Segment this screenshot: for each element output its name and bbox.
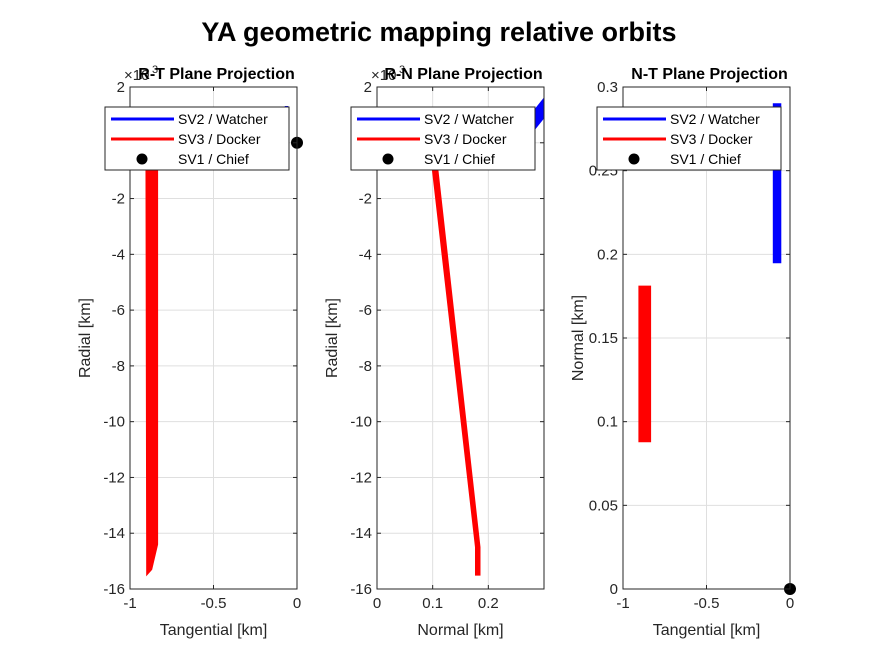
- legend-swatch-marker: [628, 153, 640, 165]
- x-tick-label: -0.5: [201, 595, 227, 612]
- y-tick-label: -12: [350, 469, 372, 486]
- legend: SV2 / Watcher SV3 / Docker SV1 / Chief: [596, 106, 782, 171]
- y-exponent-power: 3: [399, 64, 405, 76]
- y-tick-label: -2: [359, 191, 372, 208]
- y-tick-label: -6: [359, 302, 372, 319]
- legend: SV2 / Watcher SV3 / Docker SV1 / Chief: [350, 106, 536, 171]
- y-tick-label: -4: [112, 246, 125, 263]
- legend: SV2 / Watcher SV3 / Docker SV1 / Chief: [104, 106, 290, 171]
- y-exponent-label: ×10: [124, 67, 149, 84]
- y-tick-label: -16: [103, 581, 125, 598]
- y-tick-label: -10: [350, 414, 372, 431]
- legend-label: SV3 / Docker: [178, 131, 261, 147]
- x-tick-label: 0: [293, 595, 301, 612]
- x-tick-label: 0.1: [422, 595, 443, 612]
- subplot-title: R-T Plane Projection: [138, 66, 294, 83]
- legend-swatch-marker: [136, 153, 148, 165]
- axes-background: [377, 87, 544, 589]
- x-axis-label: Tangential [km]: [160, 622, 268, 639]
- legend-label: SV3 / Docker: [670, 131, 753, 147]
- legend-label: SV1 / Chief: [178, 151, 249, 167]
- y-tick-label: 0.05: [589, 497, 618, 514]
- series-docker-trajectory: [638, 285, 652, 443]
- x-axis-label: Tangential [km]: [653, 622, 761, 639]
- figure-title: YA geometric mapping relative orbits: [201, 17, 676, 47]
- x-tick-label: -1: [616, 595, 629, 612]
- legend-label: SV1 / Chief: [424, 151, 495, 167]
- y-tick-label: -12: [103, 469, 125, 486]
- y-tick-label: 0.15: [589, 330, 618, 347]
- legend-label: SV2 / Watcher: [424, 111, 514, 127]
- axes-box: [376, 86, 545, 590]
- x-tick-label: -0.5: [694, 595, 720, 612]
- x-tick-label: 0.2: [478, 595, 499, 612]
- y-tick-label: 0.1: [597, 414, 618, 431]
- y-tick-label: -4: [359, 246, 372, 263]
- x-tick-label: 0: [786, 595, 794, 612]
- y-tick-label: -14: [350, 525, 372, 542]
- subplot-nt: -1 -0.5 000.050.10.150.20.250.3N-T Plane P…: [570, 66, 796, 639]
- subplot-title: N-T Plane Projection: [631, 66, 787, 83]
- y-tick-label: -6: [112, 302, 125, 319]
- legend-label: SV2 / Watcher: [670, 111, 760, 127]
- legend-label: SV3 / Docker: [424, 131, 507, 147]
- y-tick-label: 0.3: [597, 79, 618, 96]
- legend-swatch-marker: [382, 153, 394, 165]
- y-tick-label: -8: [359, 358, 372, 375]
- y-tick-label: 0.2: [597, 246, 618, 263]
- legend-label: SV2 / Watcher: [178, 111, 268, 127]
- series-docker-trajectory: [145, 125, 159, 577]
- y-exponent-label: ×10: [371, 67, 396, 84]
- y-tick-label: 2: [117, 79, 125, 96]
- y-axis-label: Radial [km]: [77, 298, 94, 378]
- y-tick-label: -14: [103, 525, 125, 542]
- y-exponent-power: 3: [152, 64, 158, 76]
- y-tick-label: -2: [112, 191, 125, 208]
- y-tick-label: -16: [350, 581, 372, 598]
- x-tick-label: 0: [373, 595, 381, 612]
- x-axis-label: Normal [km]: [417, 622, 503, 639]
- x-tick-label: -1: [123, 595, 136, 612]
- y-tick-label: 2: [364, 79, 372, 96]
- y-tick-label: 0: [610, 581, 618, 598]
- legend-label: SV1 / Chief: [670, 151, 741, 167]
- y-axis-label: Radial [km]: [324, 298, 341, 378]
- subplot-title: R-N Plane Projection: [384, 66, 542, 83]
- y-tick-label: -10: [103, 414, 125, 431]
- y-tick-label: -8: [112, 358, 125, 375]
- y-axis-label: Normal [km]: [570, 295, 587, 381]
